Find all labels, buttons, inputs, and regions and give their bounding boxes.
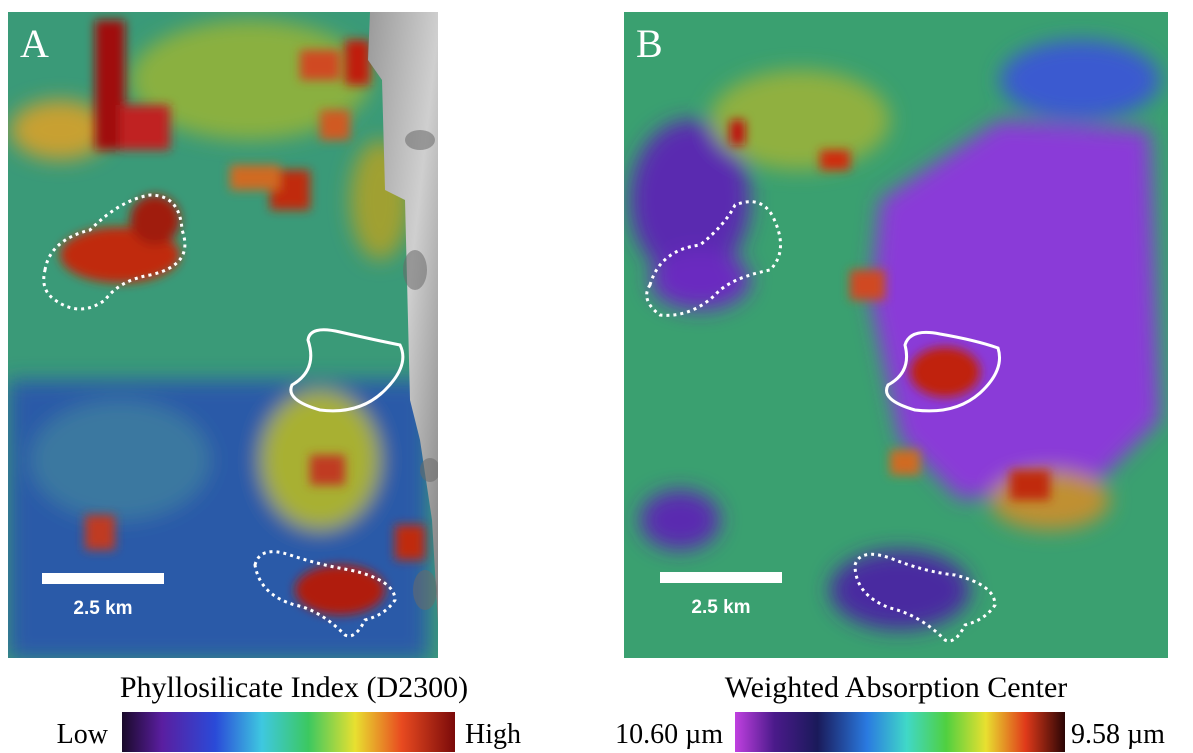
scale-label: 2.5 km xyxy=(691,597,750,618)
figure: A B 2.5 km 2.5 km Phyllosilicate Index (… xyxy=(0,0,1193,753)
colorbar-title: Phyllosilicate Index (D2300) xyxy=(120,671,468,704)
panel-b-image xyxy=(624,12,1168,658)
panel-label: B xyxy=(636,21,663,66)
colorbar-max-label: High xyxy=(465,719,521,750)
colorbar xyxy=(122,712,455,752)
colorbar-min-label: 10.60 µm xyxy=(615,719,723,750)
scale-label: 2.5 km xyxy=(73,598,132,619)
colorbar-title: Weighted Absorption Center xyxy=(725,671,1068,704)
panel-a-image xyxy=(8,12,440,660)
scale-bar xyxy=(660,572,782,583)
colorbar-max-label: 9.58 µm xyxy=(1071,719,1165,750)
colorbar-min-label: Low xyxy=(57,719,109,750)
panel-label: A xyxy=(20,21,49,66)
scale-bar xyxy=(42,573,164,584)
page-body: {"panels": [ {"label": "A", "scale_label… xyxy=(0,0,1193,753)
page: Phyllosilicate maps html, body { margin:… xyxy=(0,0,1193,753)
colorbar xyxy=(735,712,1065,752)
